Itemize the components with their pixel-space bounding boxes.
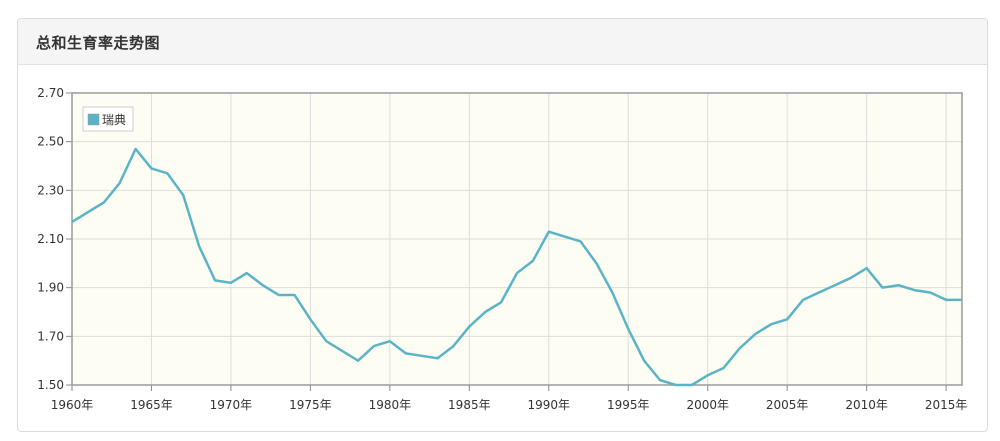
legend: 瑞典 [82, 106, 134, 132]
x-tick-label: 2000年 [686, 398, 729, 412]
y-tick-label: 2.30 [37, 183, 64, 197]
x-tick-label: 2010年 [845, 398, 888, 412]
x-tick-label: 2005年 [766, 398, 809, 412]
y-tick-label: 1.50 [37, 378, 64, 392]
x-tick-label: 1985年 [448, 398, 491, 412]
x-tick-label: 1975年 [289, 398, 332, 412]
y-tick-label: 1.90 [37, 281, 64, 295]
x-tick-label: 1960年 [51, 398, 94, 412]
y-tick-label: 2.10 [37, 232, 64, 246]
y-tick-label: 2.50 [37, 135, 64, 149]
x-tick-label: 1980年 [369, 398, 412, 412]
plot-border [71, 92, 963, 386]
panel-header: 总和生育率走势图 [18, 19, 987, 65]
axis-ticks: 1.50 1.70 1.90 2.10 2.30 2.50 2.70 1960年 1965年 19… [37, 86, 967, 412]
legend-swatch [87, 113, 100, 126]
x-tick-label: 1995年 [607, 398, 650, 412]
x-tick-label: 1990年 [528, 398, 571, 412]
series-line-sweden [71, 147, 962, 387]
legend-label: 瑞典 [102, 113, 126, 127]
x-tick-label: 1965年 [130, 398, 173, 412]
y-tick-label: 1.70 [37, 329, 64, 343]
y-tick-label: 2.70 [37, 86, 64, 100]
panel-title: 总和生育率走势图 [36, 34, 161, 52]
x-tick-label: 1970年 [210, 398, 253, 412]
x-tick-label: 2015年 [925, 398, 968, 412]
